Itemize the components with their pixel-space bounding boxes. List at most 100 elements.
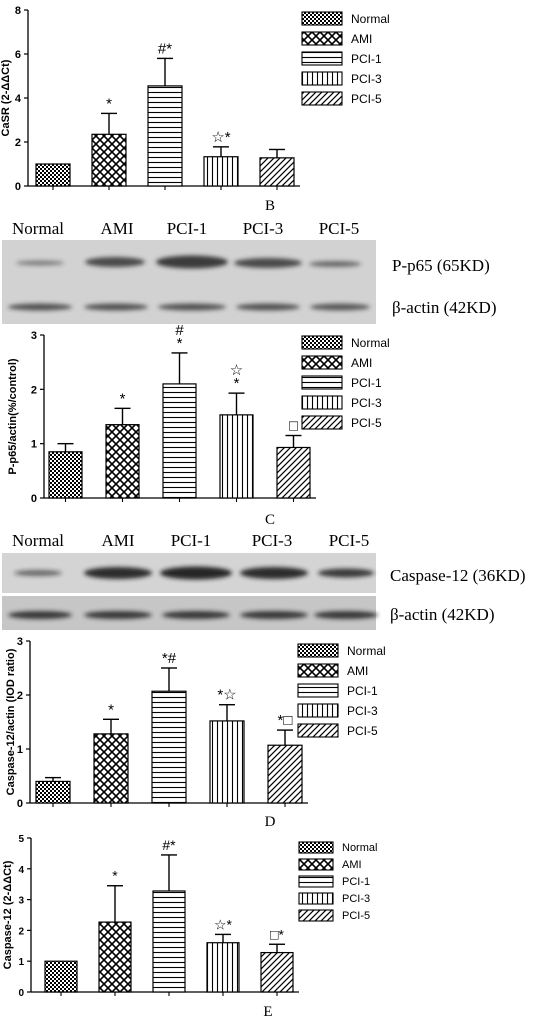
blot-p65-lane-pci1: PCI-1 <box>167 219 208 238</box>
blot-caspase-lane-labels: Normal AMI PCI-1 PCI-3 PCI-5 <box>12 531 369 550</box>
blot-caspase-lane-pci3: PCI-3 <box>252 531 293 550</box>
significance-marker-c-pci3: ☆ <box>230 362 243 379</box>
y-tick-label-c: 0 <box>31 493 37 505</box>
significance-marker-c-ami: * <box>120 390 126 407</box>
blot-p65-lane-labels: Normal AMI PCI-1 PCI-3 PCI-5 <box>12 219 359 238</box>
blot-caspase-image <box>2 553 378 630</box>
blot-caspase-actin-label: β-actin (42KD) <box>390 605 494 624</box>
legend-swatch-d-pci1 <box>297 683 339 698</box>
bar-e-ami <box>98 921 132 993</box>
legend-label-b-pci1: PCI-1 <box>351 52 382 66</box>
legend-label-b-pci3: PCI-3 <box>351 72 382 86</box>
bar-e-pci3 <box>206 942 240 993</box>
y-tick-label-b: 8 <box>15 5 21 17</box>
blot-p65-lane-pci5: PCI-5 <box>319 219 360 238</box>
y-tick-label-d: 2 <box>17 690 23 702</box>
significance-marker-c-pci1: # <box>175 322 184 339</box>
legend-label-c-normal: Normal <box>351 336 390 350</box>
significance-marker-d-ami: * <box>108 701 114 718</box>
bar-c-pci5 <box>276 446 311 499</box>
blot-caspase-lane-normal: Normal <box>12 531 64 550</box>
chart-panel-e: 0 1 2 3 4 5 Caspase-12 (2-ΔΔCt) * #* ☆* □* Normal AM… <box>2 834 377 999</box>
legend-swatch-e-normal <box>298 841 334 854</box>
significance-marker-e-pci3: ☆* <box>214 916 233 932</box>
significance-marker-c-pci3: * <box>234 375 240 392</box>
y-tick-label-c: 3 <box>31 330 37 342</box>
bar-b-normal <box>35 163 71 187</box>
legend-swatch-b-pci5 <box>301 91 343 106</box>
legend-swatch-c-ami <box>301 355 343 370</box>
y-tick-label-e: 1 <box>18 957 24 968</box>
significance-marker-b-pci1: #* <box>158 40 172 57</box>
bar-d-pci5 <box>267 744 303 804</box>
legend-swatch-e-pci1 <box>298 875 334 888</box>
panel-letter-b: B <box>265 198 275 214</box>
legend-label-d-pci3: PCI-3 <box>347 704 378 718</box>
bar-b-pci3 <box>203 156 239 187</box>
blot-caspase-lane-pci1: PCI-1 <box>171 531 212 550</box>
significance-marker-c-pci1: * <box>177 335 183 352</box>
y-tick-label-b: 2 <box>15 137 21 149</box>
legend-swatch-d-pci3 <box>297 703 339 718</box>
bar-b-ami <box>91 133 127 187</box>
significance-marker-d-pci1: *# <box>162 650 177 667</box>
legend-label-d-normal: Normal <box>347 644 386 658</box>
legend-label-e-normal: Normal <box>342 842 377 854</box>
bar-e-normal <box>44 960 78 993</box>
significance-marker-d-pci5: *□ <box>278 712 293 729</box>
legend-swatch-c-pci5 <box>301 415 343 430</box>
y-tick-label-e: 3 <box>18 896 24 907</box>
y-tick-label-e: 5 <box>18 834 24 845</box>
blot-caspase-band-label: Caspase-12 (36KD) <box>390 566 526 585</box>
legend-swatch-c-pci1 <box>301 375 343 390</box>
bar-d-ami <box>93 733 129 804</box>
blot-p65-actin-label: β-actin (42KD) <box>392 298 496 317</box>
y-tick-label-c: 1 <box>31 439 37 451</box>
y-tick-label-e: 4 <box>18 865 24 876</box>
legend-swatch-d-normal <box>297 643 339 658</box>
legend-label-d-ami: AMI <box>347 664 368 678</box>
legend-swatch-c-normal <box>301 335 343 350</box>
legend-swatch-c-pci3 <box>301 395 343 410</box>
y-axis-label-c: P-p65/actin(%/control) <box>7 358 19 474</box>
panel-letter-c: C <box>265 512 275 528</box>
bar-d-normal <box>35 780 71 804</box>
y-tick-label-b: 4 <box>15 93 22 105</box>
significance-marker-e-pci1: #* <box>162 837 176 853</box>
blot-caspase-lane-ami: AMI <box>101 531 134 550</box>
legend-swatch-b-pci1 <box>301 51 343 66</box>
significance-marker-e-pci5: □* <box>270 926 284 942</box>
y-tick-label-c: 2 <box>31 384 37 396</box>
bar-b-pci5 <box>259 157 295 187</box>
legend-swatch-d-pci5 <box>297 723 339 738</box>
bar-c-ami <box>105 424 140 499</box>
panel-letter-e: E <box>263 1004 272 1020</box>
legend-swatch-b-normal <box>301 11 343 26</box>
legend-swatch-e-ami <box>298 858 334 871</box>
blot-p65-lane-pci3: PCI-3 <box>243 219 284 238</box>
y-tick-label-d: 3 <box>17 636 23 648</box>
chart-panel-b: 0 2 4 6 8 CaSR (2-ΔΔCt) * #* ☆* Normal AMI PCI-1 PCI… <box>0 5 390 193</box>
blot-caspase-lane-pci5: PCI-5 <box>329 531 370 550</box>
y-axis-label-d: Caspase-12/actin (IOD ratio) <box>5 648 17 795</box>
significance-marker-b-ami: * <box>106 95 112 112</box>
significance-marker-b-pci3: ☆* <box>211 129 230 146</box>
legend-label-c-pci3: PCI-3 <box>351 396 382 410</box>
y-tick-label-d: 0 <box>17 798 23 810</box>
bar-e-pci5 <box>260 951 294 993</box>
legend-swatch-d-ami <box>297 663 339 678</box>
bar-d-pci1 <box>151 690 187 804</box>
legend-label-c-pci5: PCI-5 <box>351 416 382 430</box>
legend-label-b-pci5: PCI-5 <box>351 92 382 106</box>
y-axis-label-e: Caspase-12 (2-ΔΔCt) <box>2 860 14 969</box>
y-tick-label-e: 0 <box>18 988 24 999</box>
legend-label-d-pci5: PCI-5 <box>347 724 378 738</box>
legend-label-b-ami: AMI <box>351 32 372 46</box>
bar-b-pci1 <box>147 85 183 187</box>
panel-letter-d: D <box>265 814 276 830</box>
legend-swatch-b-ami <box>301 31 343 46</box>
significance-marker-c-pci5: □ <box>289 418 298 435</box>
legend-swatch-e-pci3 <box>298 892 334 905</box>
